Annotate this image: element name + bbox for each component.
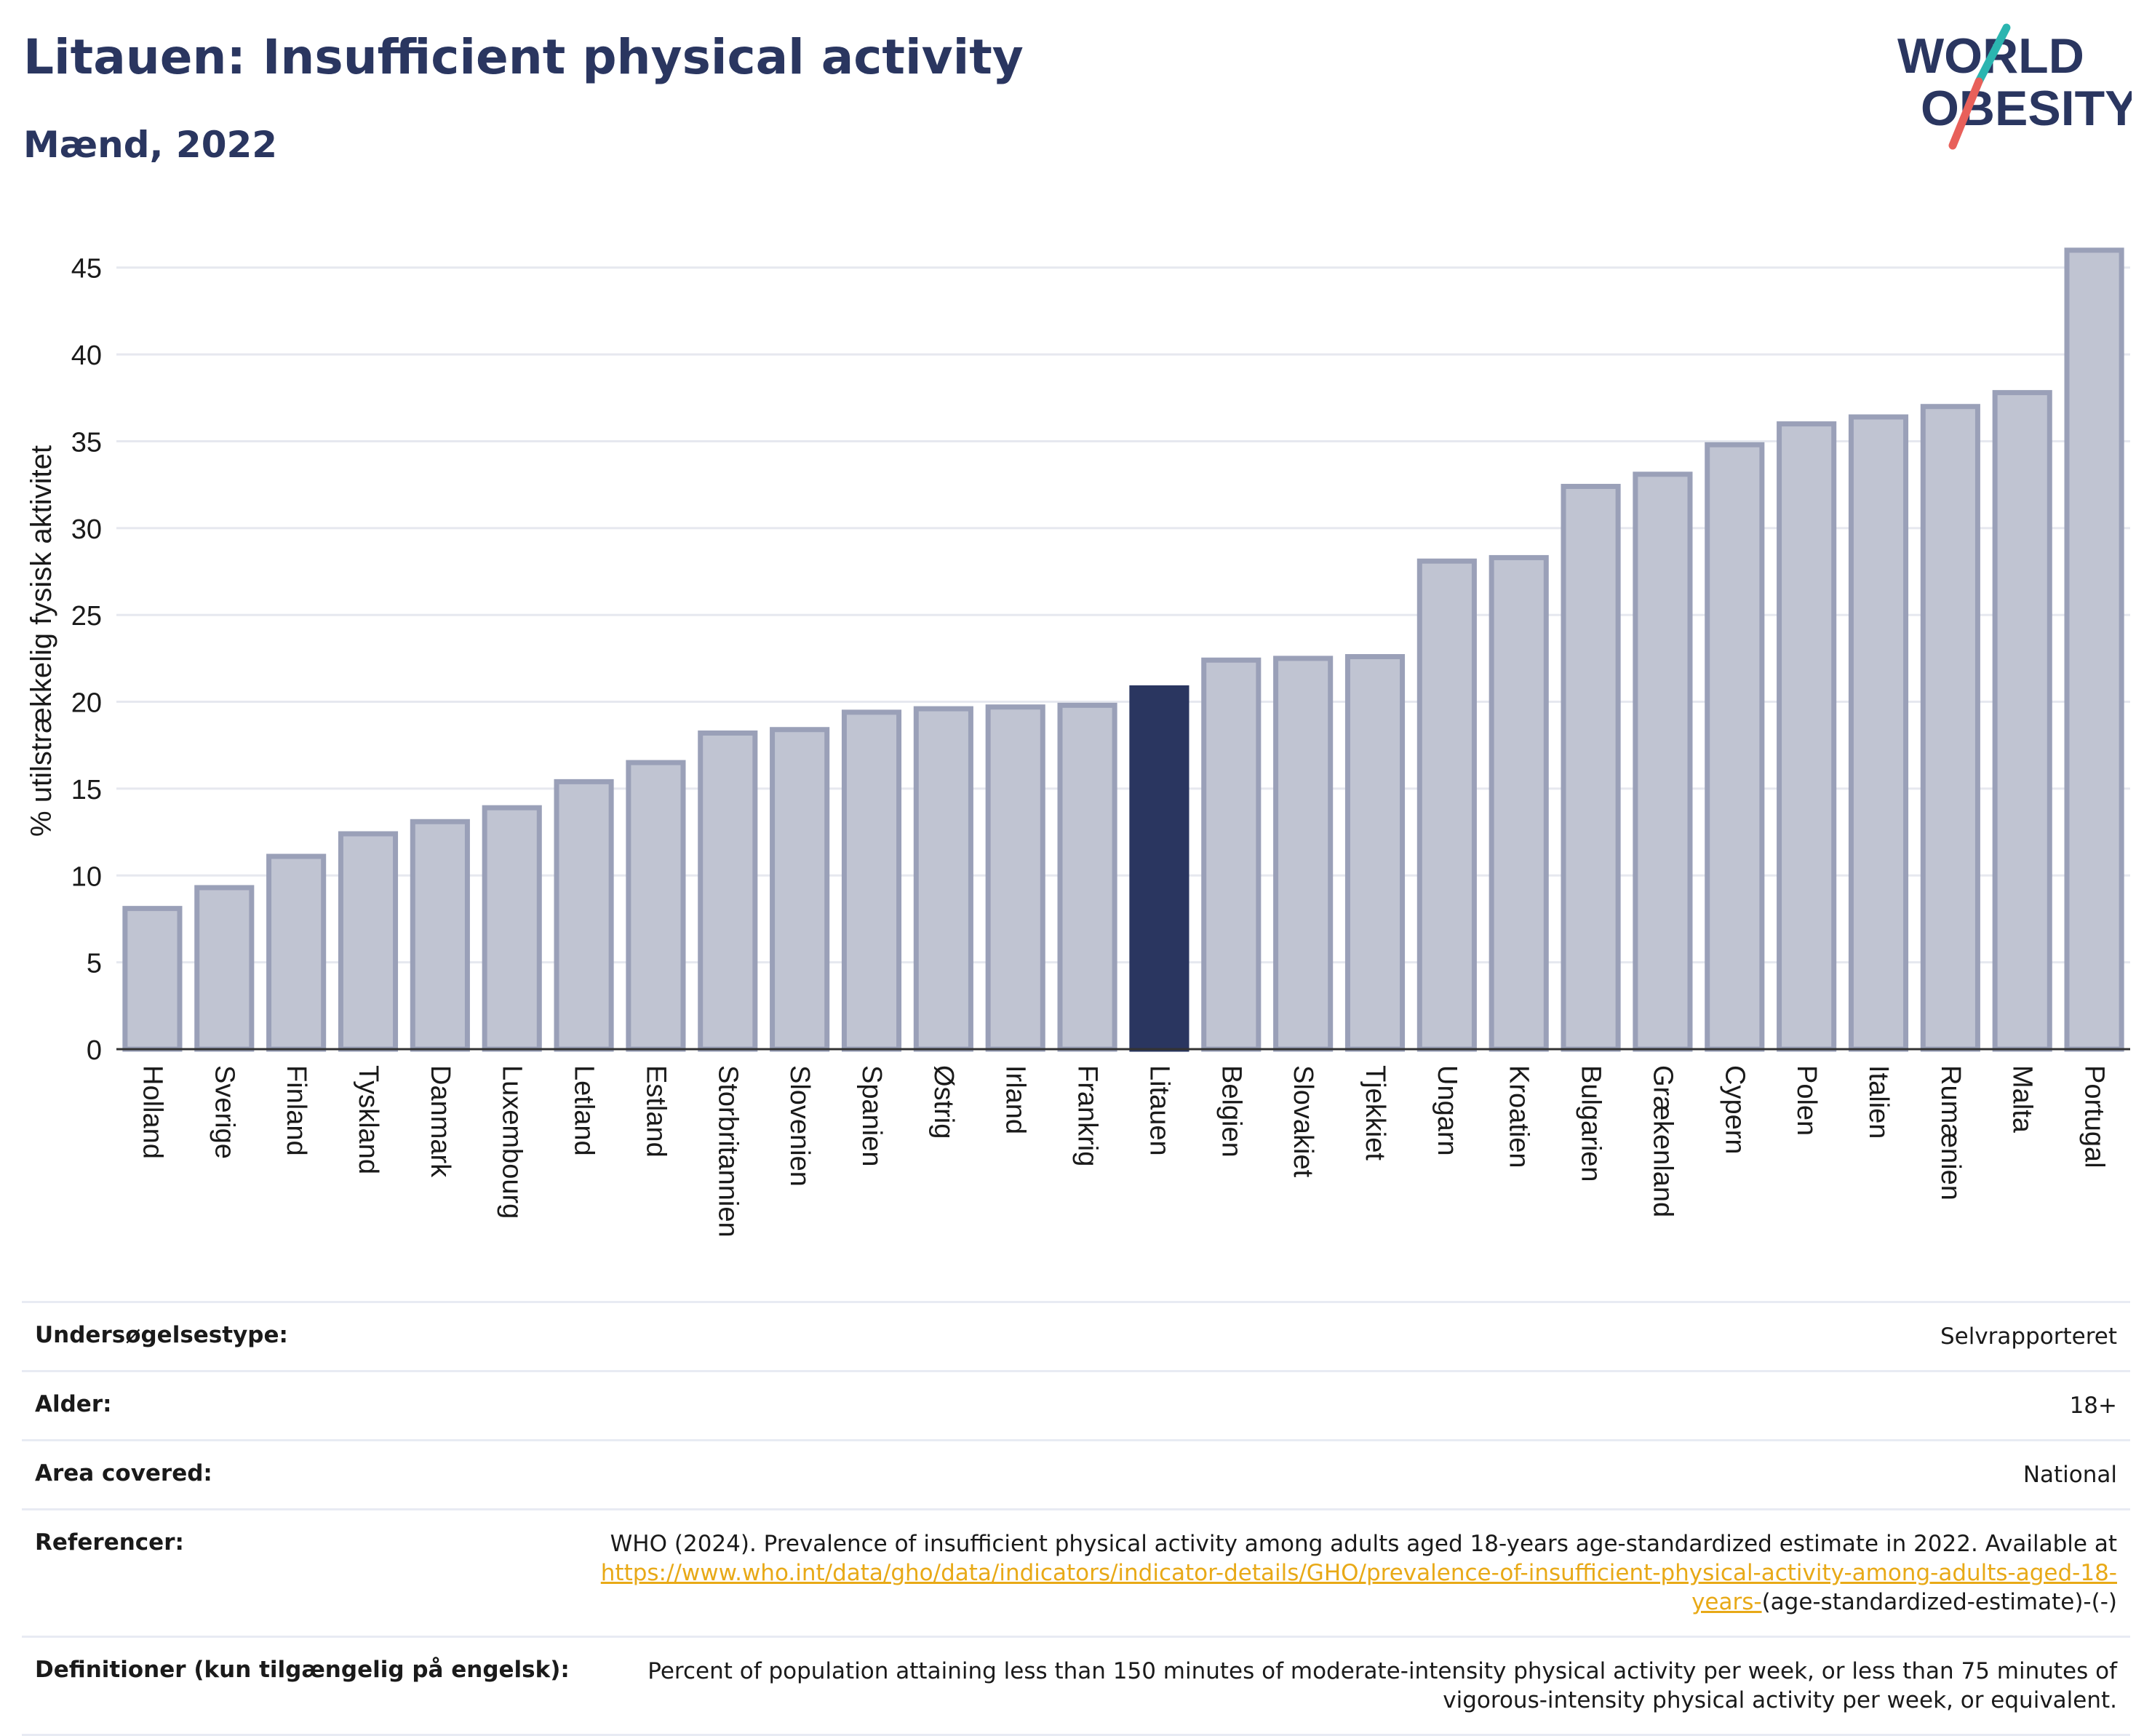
x-tick-label: Spanien	[856, 1065, 887, 1166]
bar	[913, 706, 973, 1052]
bar	[1992, 390, 2052, 1052]
page-subtitle: Mænd, 2022	[23, 124, 278, 166]
references-suffix: (age-standardized-estimate)-(-)	[1761, 1589, 2117, 1615]
bar	[410, 819, 470, 1052]
info-label: Alder:	[35, 1391, 112, 1417]
logo-slash-teal	[1974, 23, 2011, 86]
x-tick-label: Estland	[640, 1065, 671, 1158]
y-tick-label: 20	[71, 688, 102, 719]
y-tick-label: 15	[71, 775, 102, 805]
bar	[770, 727, 830, 1052]
x-tick-label: Holland	[137, 1065, 167, 1159]
x-tick-label: Malta	[2007, 1065, 2038, 1134]
x-tick-label: Grækenland	[1647, 1065, 1678, 1217]
bar	[1489, 554, 1549, 1052]
x-tick-label: Danmark	[425, 1065, 455, 1178]
logo-slash-red	[1948, 77, 1983, 150]
world-obesity-logo: WORLD OBESITY	[1897, 23, 2132, 150]
x-tick-label: Rumænien	[1935, 1065, 1966, 1201]
info-row-references: Referencer: WHO (2024). Prevalence of in…	[22, 1508, 2130, 1636]
bar	[626, 760, 686, 1052]
bar	[1201, 657, 1262, 1052]
bar	[194, 885, 255, 1052]
bar	[1273, 656, 1334, 1052]
x-tick-label: Sverige	[209, 1065, 239, 1159]
info-value: Selvrapporteret	[1940, 1323, 2117, 1350]
x-tick-label: Bulgarien	[1576, 1065, 1606, 1182]
info-row-survey: Undersøgelsestype: Selvrapporteret	[22, 1301, 2130, 1370]
bar	[2064, 247, 2124, 1052]
info-label: Definitioner (kun tilgængelig på engelsk…	[35, 1657, 570, 1683]
bar-chart: 0 5 10 15 20 25 30 35 40 45 Holland Sverige Finland…	[25, 247, 2130, 1238]
x-tick-label: Italien	[1863, 1065, 1894, 1139]
info-row-definitions: Definitioner (kun tilgængelig på engelsk…	[22, 1636, 2130, 1736]
logo-line2: OBESITY	[1921, 81, 2132, 136]
x-tick-label: Ungarn	[1432, 1065, 1462, 1156]
x-tick-label: Luxembourg	[497, 1065, 527, 1219]
info-label: Referencer:	[35, 1529, 184, 1556]
info-value: Percent of population attaining less tha…	[647, 1658, 2117, 1713]
y-tick-label: 40	[71, 341, 102, 371]
info-label: Area covered:	[35, 1460, 212, 1486]
bar	[1057, 702, 1117, 1052]
x-tick-label: Litauen	[1144, 1065, 1174, 1156]
x-axis-labels: Holland Sverige Finland Tyskland Danmark Luxe…	[137, 1065, 2109, 1238]
y-tick-label: 35	[71, 427, 102, 458]
bar	[1344, 653, 1406, 1052]
y-axis-label: % utilstrækkelig fysisk aktivitet	[25, 445, 57, 837]
bar	[482, 805, 542, 1052]
info-row-age: Alder: 18+	[22, 1370, 2130, 1439]
y-tick-label: 25	[71, 601, 102, 632]
bar	[1416, 558, 1477, 1052]
x-tick-label: Letland	[569, 1065, 599, 1156]
bars	[122, 247, 2124, 1052]
x-tick-label: Tjekkiet	[1360, 1065, 1390, 1160]
info-value: National	[2023, 1462, 2117, 1488]
info-table: Undersøgelsestype: Selvrapporteret Alder…	[22, 1301, 2130, 1736]
y-tick-label: 5	[87, 949, 102, 979]
x-tick-label: Polen	[1791, 1065, 1822, 1136]
x-tick-label: Storbritannien	[712, 1065, 743, 1238]
bar	[554, 779, 614, 1052]
bar	[1705, 442, 1765, 1052]
bar	[122, 906, 183, 1052]
bar	[338, 831, 399, 1052]
info-value: 18+	[2069, 1393, 2117, 1419]
x-tick-label: Slovakiet	[1288, 1065, 1318, 1178]
info-label: Undersøgelsestype:	[35, 1322, 288, 1348]
x-tick-label: Portugal	[2079, 1065, 2110, 1168]
y-axis-ticks: 0 5 10 15 20 25 30 35 40 45	[71, 254, 102, 1066]
bar	[985, 704, 1045, 1052]
bar	[1129, 685, 1189, 1052]
x-tick-label: Cypern	[1719, 1065, 1750, 1155]
x-tick-label: Slovenien	[784, 1065, 815, 1187]
references-link[interactable]: https://www.who.int/data/gho/data/indica…	[600, 1560, 2117, 1615]
x-tick-label: Irland	[1000, 1065, 1031, 1134]
bar	[1561, 484, 1621, 1052]
x-tick-label: Tyskland	[353, 1065, 383, 1174]
x-tick-label: Belgien	[1216, 1065, 1246, 1158]
bar	[1920, 404, 1980, 1052]
y-tick-label: 45	[71, 254, 102, 284]
references-text: WHO (2024). Prevalence of insufficient p…	[610, 1531, 2117, 1557]
y-tick-label: 10	[71, 861, 102, 892]
bar	[266, 853, 327, 1052]
x-tick-label: Østrig	[928, 1065, 959, 1139]
bar	[1777, 421, 1837, 1052]
bar	[1633, 471, 1693, 1052]
info-row-area: Area covered: National	[22, 1439, 2130, 1508]
info-value: WHO (2024). Prevalence of insufficient p…	[553, 1529, 2117, 1617]
bar	[1848, 414, 1909, 1052]
bar	[841, 709, 902, 1052]
x-tick-label: Finland	[281, 1065, 311, 1156]
x-tick-label: Kroatien	[1504, 1065, 1534, 1168]
page-title: Litauen: Insufficient physical activity	[23, 29, 1024, 85]
bar	[698, 730, 758, 1052]
y-tick-label: 30	[71, 514, 102, 545]
y-tick-label: 0	[87, 1035, 102, 1066]
x-tick-label: Frankrig	[1072, 1065, 1103, 1166]
